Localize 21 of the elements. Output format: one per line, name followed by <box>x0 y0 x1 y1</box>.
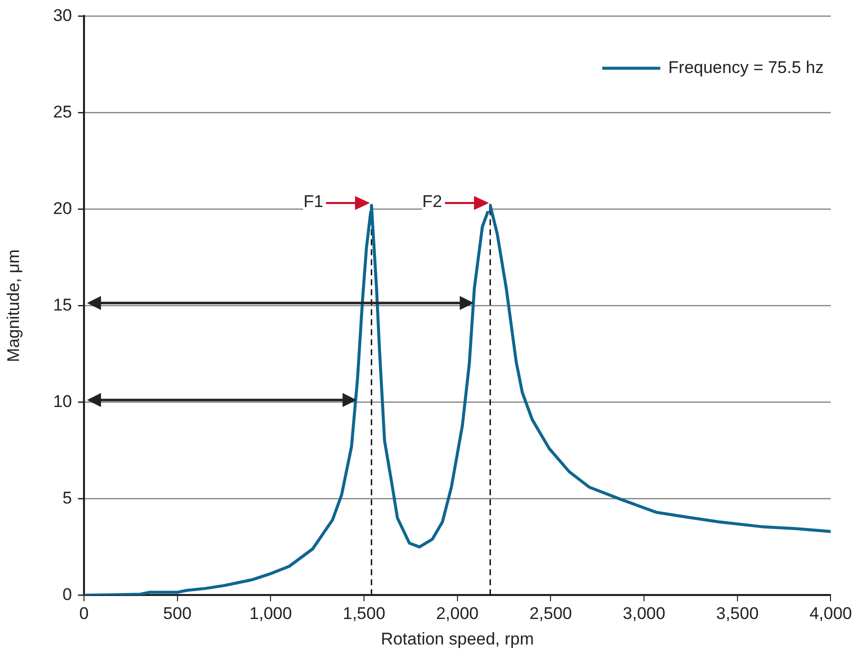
y-tick-label: 30 <box>53 6 72 25</box>
x-tick-label: 3,500 <box>716 604 759 624</box>
x-tick-label: 1,500 <box>342 604 386 624</box>
x-tick-label: 500 <box>163 604 192 624</box>
x-tick-label: 2,500 <box>529 604 572 624</box>
y-tick-label: 0 <box>62 584 72 604</box>
legend-label: Frequency = 75.5 hz <box>668 58 824 77</box>
y-axis-title: Magnitude, μm <box>4 249 23 362</box>
annotation: F2 <box>422 192 442 212</box>
x-axis-title: Rotation speed, rpm <box>380 629 534 648</box>
annotation: F1 <box>303 192 324 212</box>
y-tick-label: 15 <box>53 295 72 314</box>
x-tick-label: 4,000 <box>809 604 852 624</box>
x-tick-label: 2,000 <box>436 604 479 624</box>
x-tick-label: 3,000 <box>622 604 666 624</box>
y-tick-label: 5 <box>62 488 72 508</box>
x-tick-label: 1,000 <box>249 604 292 624</box>
x-tick-label: 0 <box>79 604 89 624</box>
y-tick-label: 25 <box>53 102 72 122</box>
y-tick-label: 20 <box>53 198 72 218</box>
y-tick-label: 10 <box>53 392 72 411</box>
